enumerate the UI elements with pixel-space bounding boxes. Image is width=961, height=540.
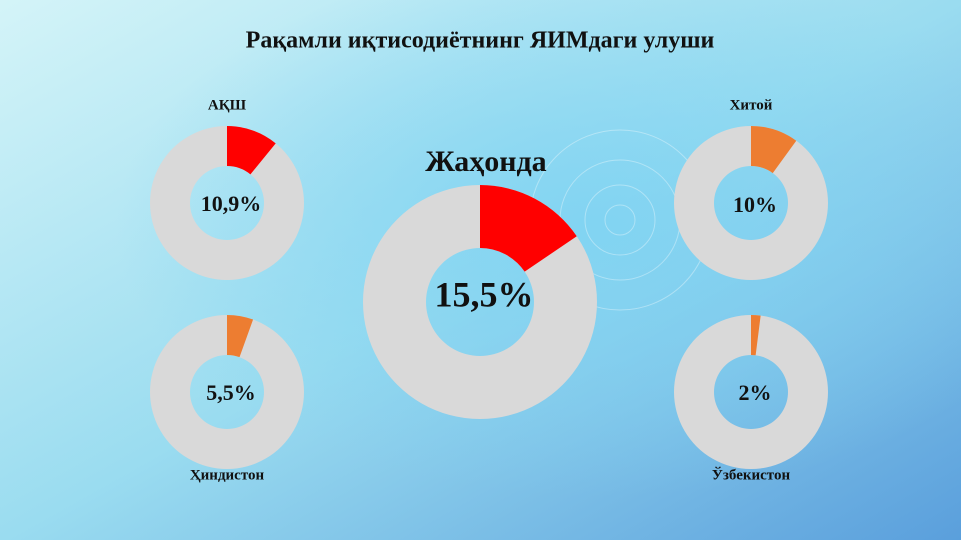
donut-segment bbox=[751, 315, 761, 356]
donut-segment bbox=[227, 315, 254, 358]
donut-track bbox=[149, 126, 304, 280]
donut-segment bbox=[751, 126, 797, 174]
value-label: 10% bbox=[733, 192, 777, 217]
chart-title: АҚШ bbox=[208, 97, 247, 113]
value-label: 10,9% bbox=[201, 191, 262, 216]
value-label: 15,5% bbox=[435, 274, 534, 314]
value-label: 2% bbox=[739, 380, 772, 405]
slide-title: Рақамли иқтисодиётнинг ЯИМдаги улуши bbox=[246, 28, 715, 54]
charts: 10,9% АҚШ 10% Хитой 15,5% Жаҳонда 5,5% Ҳиндисто… bbox=[149, 97, 828, 483]
donut-segment bbox=[480, 185, 577, 272]
chart-title: Ҳиндистон bbox=[190, 467, 265, 483]
donut-segment bbox=[227, 126, 276, 175]
donut-track bbox=[149, 315, 304, 469]
chart-title: Жаҳонда bbox=[425, 145, 546, 178]
donut-track bbox=[673, 315, 828, 469]
donut-track bbox=[673, 126, 828, 280]
chart-title: Ўзбекистон bbox=[712, 466, 791, 483]
value-label: 5,5% bbox=[206, 380, 256, 405]
chart-title: Хитой bbox=[730, 97, 773, 113]
